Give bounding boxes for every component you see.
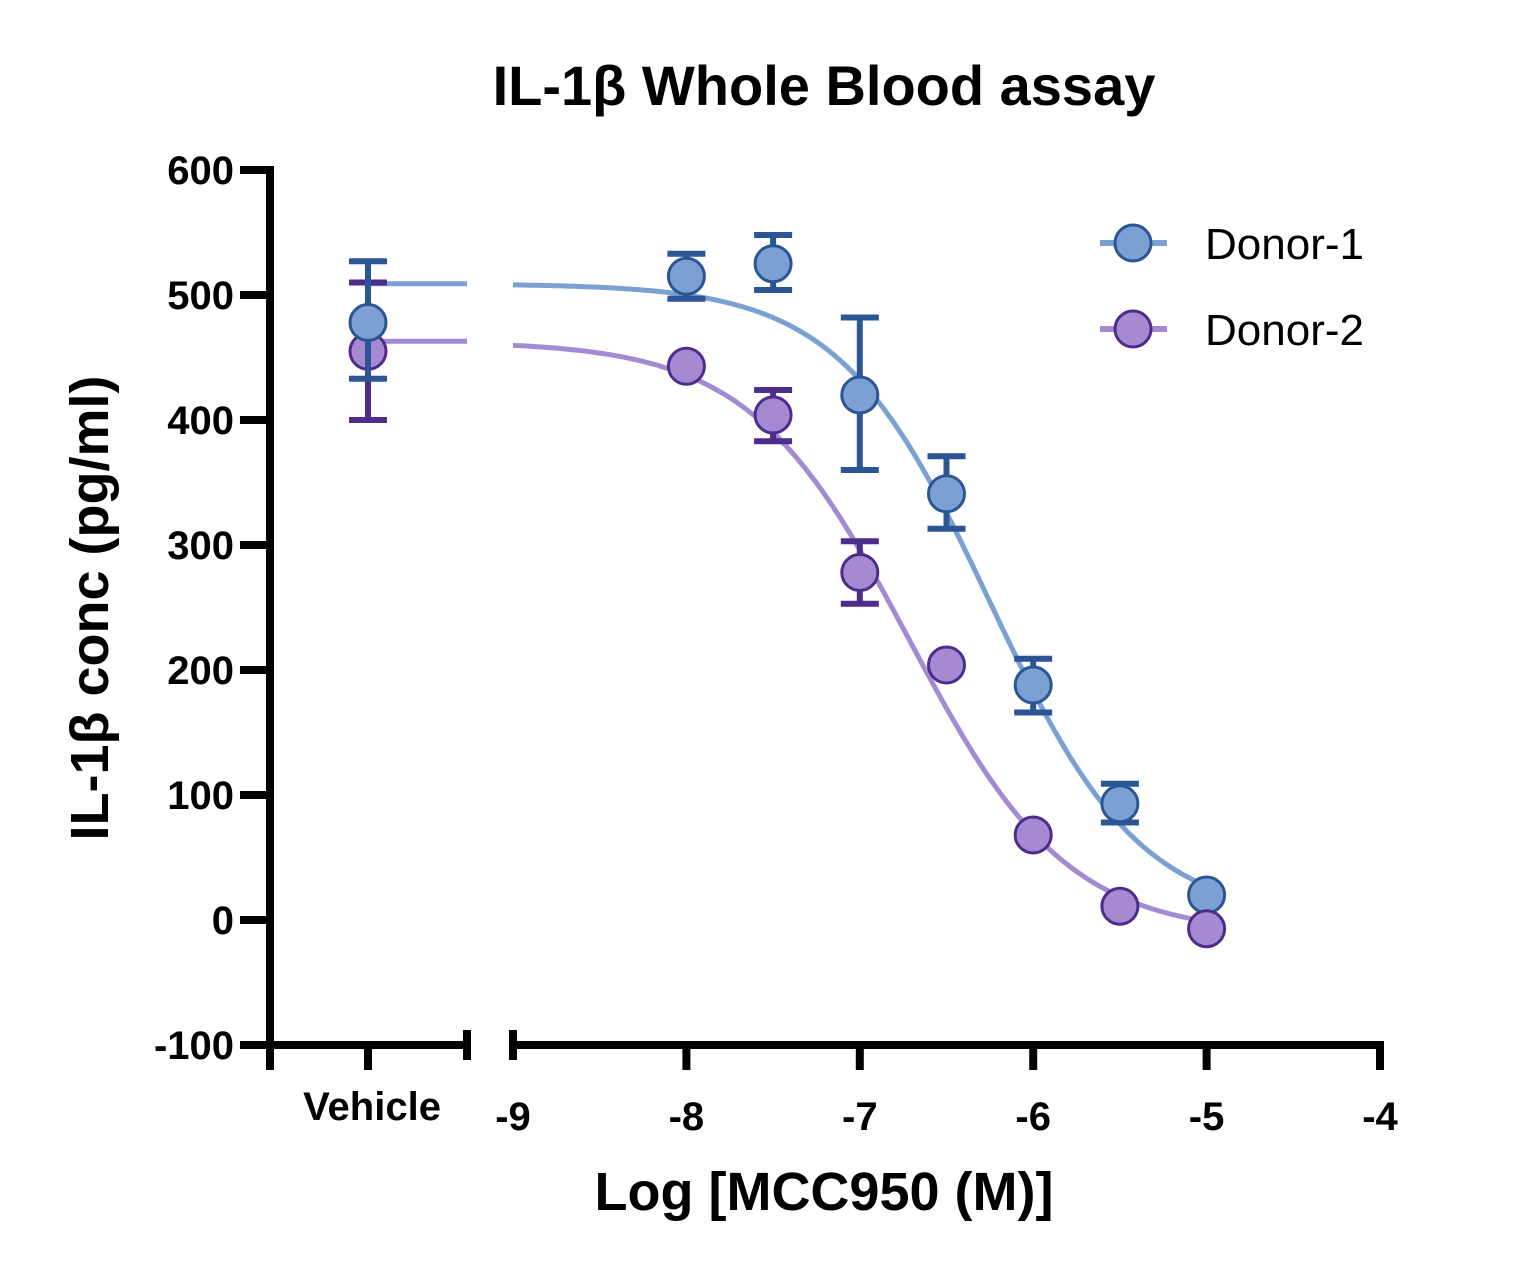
x-tick-label: -5 xyxy=(1189,1095,1225,1139)
x-tick-label: -6 xyxy=(1015,1095,1051,1139)
y-tick-label: 200 xyxy=(167,649,234,693)
x-tick-label: -7 xyxy=(842,1095,878,1139)
y-tick-label: 100 xyxy=(167,774,234,818)
y-tick-label: 600 xyxy=(167,149,234,193)
x-tick-label: -9 xyxy=(495,1095,531,1139)
x-tick-label: -4 xyxy=(1362,1095,1398,1139)
y-tick-label: 500 xyxy=(167,274,234,318)
data-point-donor-1-vehicle xyxy=(348,303,388,342)
x-axis-label: Log [MCC950 (M)] xyxy=(595,1162,1054,1222)
legend: Donor-1 Donor-2 xyxy=(1100,220,1364,355)
legend-marker-donor-2 xyxy=(1113,309,1153,349)
data-point-donor-1 xyxy=(1013,665,1053,705)
data-point-donor-2 xyxy=(1100,886,1140,926)
data-points xyxy=(348,232,1227,949)
axes: -100 0 100 200 300 400 500 600 Vehicle -9 -8 -7 -6 -5… xyxy=(154,149,1399,1139)
data-point-donor-2 xyxy=(753,395,793,435)
y-axis-label: IL-1β conc (pg/ml) xyxy=(60,376,120,841)
data-point-donor-1 xyxy=(666,256,706,296)
y-tick-label: 300 xyxy=(167,524,234,568)
legend-marker-donor-1 xyxy=(1113,223,1153,263)
data-point-donor-1 xyxy=(753,244,793,284)
x-tick-label-vehicle: Vehicle xyxy=(303,1085,441,1129)
legend-label: Donor-1 xyxy=(1205,220,1364,269)
y-tick-label: 400 xyxy=(167,399,234,443)
chart-title: IL-1β Whole Blood assay xyxy=(493,54,1156,117)
data-point-donor-2 xyxy=(666,346,706,386)
legend-label: Donor-2 xyxy=(1205,306,1364,355)
data-point-donor-2 xyxy=(1013,815,1053,855)
data-point-donor-2 xyxy=(927,645,966,685)
data-point-donor-1 xyxy=(927,474,966,514)
fit-curves xyxy=(368,281,1208,924)
data-point-donor-1 xyxy=(1100,784,1140,824)
y-tick-label: 0 xyxy=(212,899,234,943)
y-tick-label: -100 xyxy=(154,1024,234,1068)
data-point-donor-2 xyxy=(1187,909,1227,949)
data-point-donor-2 xyxy=(840,553,880,592)
vehicle-points xyxy=(348,258,388,423)
data-point-donor-1 xyxy=(1187,875,1227,915)
data-point-donor-1 xyxy=(840,375,880,415)
x-tick-label: -8 xyxy=(669,1095,705,1139)
